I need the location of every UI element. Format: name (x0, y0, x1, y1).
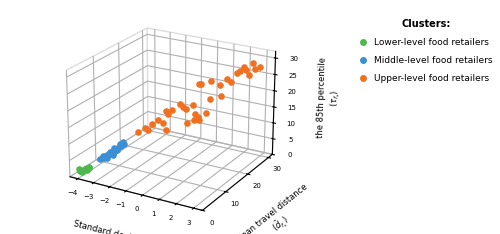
X-axis label: Standard deviation
($\sigma_{f_s}$): Standard deviation ($\sigma_{f_s}$) (69, 219, 153, 234)
Legend: Lower-level food retailers, Middle-level food retailers, Upper-level food retail: Lower-level food retailers, Middle-level… (357, 16, 496, 86)
Y-axis label: Mean travel distance
($\bar{d}_{f_s}$): Mean travel distance ($\bar{d}_{f_s}$) (234, 182, 320, 234)
